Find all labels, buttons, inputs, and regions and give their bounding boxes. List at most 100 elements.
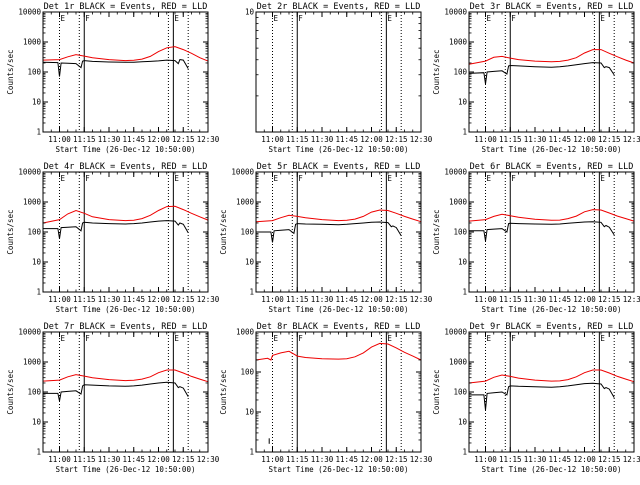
events-series-line: [469, 382, 615, 411]
y-tick-label: 1: [249, 448, 254, 457]
chart-panel-6: Det 6r BLACK = Events, RED = LLD E F E 1 10 10…: [432, 162, 640, 314]
chart-panel-3: Det 3r BLACK = Events, RED = LLD E F E 1 10 10…: [432, 2, 640, 154]
y-tick-label: 1: [36, 288, 41, 297]
marker-letter: E: [487, 174, 492, 183]
lld-series-line: [468, 209, 635, 222]
y-axis-label: Counts/sec: [432, 49, 441, 94]
x-tick-label: 12:00: [360, 295, 383, 304]
x-tick-label: 11:45: [122, 455, 145, 464]
marker-letter: F: [85, 334, 90, 343]
chart-panel-1: Det 1r BLACK = Events, RED = LLD E F E 1 10 10…: [6, 2, 220, 154]
marker-letter: F: [298, 334, 303, 343]
y-axis-label: Counts/sec: [219, 369, 228, 414]
x-tick-label: 11:30: [524, 135, 547, 144]
x-tick-label: 12:15: [385, 135, 408, 144]
marker-letter: E: [600, 174, 605, 183]
marker-letter: E: [487, 334, 492, 343]
x-tick-label: 11:45: [122, 295, 145, 304]
x-tick-label: 11:30: [98, 455, 121, 464]
y-tick-label: 1000: [23, 198, 42, 207]
x-tick-label: 11:00: [474, 455, 497, 464]
marker-letter: E: [600, 334, 605, 343]
x-tick-label: 11:15: [499, 295, 522, 304]
events-series-line: [469, 221, 615, 242]
lld-series-line: [42, 369, 209, 383]
chart-title: Det 6r BLACK = Events, RED = LLD: [470, 162, 634, 172]
x-tick-label: 11:30: [98, 135, 121, 144]
y-tick-label: 10: [32, 258, 42, 267]
y-axis-label: Counts/sec: [6, 209, 15, 254]
x-tick-label: 11:00: [48, 295, 71, 304]
x-axis-label: Start Time (26-Dec-12 10:50:00): [269, 145, 409, 154]
plot-frame: [255, 331, 422, 453]
x-tick-label: 11:30: [311, 135, 334, 144]
events-series-line: [43, 381, 189, 402]
x-tick-label: 11:15: [286, 135, 309, 144]
marker-letter: E: [600, 14, 605, 23]
events-series-line: [42, 59, 189, 77]
x-tick-label: 11:30: [524, 295, 547, 304]
x-axis-label: Start Time (26-Dec-12 10:50:00): [482, 465, 622, 474]
chart-title: Det 7r BLACK = Events, RED = LLD: [44, 322, 208, 332]
chart-title: Det 4r BLACK = Events, RED = LLD: [44, 162, 208, 172]
x-tick-label: 11:45: [335, 135, 358, 144]
x-tick-label: 12:30: [623, 455, 640, 464]
y-tick-label: 1000: [23, 358, 42, 367]
plot-frame: [468, 11, 635, 133]
x-tick-label: 11:45: [548, 295, 571, 304]
y-tick-label: 1000: [449, 198, 468, 207]
y-tick-label: 10000: [18, 168, 41, 177]
y-tick-label: 10000: [18, 8, 41, 17]
y-tick-label: 10000: [444, 8, 467, 17]
y-tick-label: 10: [245, 258, 255, 267]
plot-frame: [255, 171, 422, 293]
marker-letter: E: [61, 334, 66, 343]
x-tick-label: 12:30: [623, 135, 640, 144]
y-tick-label: 100: [27, 228, 41, 237]
plot-frame: [468, 171, 635, 293]
marker-letter: E: [487, 14, 492, 23]
marker-letter: E: [174, 334, 179, 343]
plot-frame: [255, 11, 422, 133]
x-tick-label: 11:15: [73, 135, 96, 144]
y-tick-label: 10: [245, 8, 255, 17]
x-tick-label: 12:15: [385, 295, 408, 304]
marker-letter: F: [85, 174, 90, 183]
x-tick-label: 12:00: [147, 295, 170, 304]
y-tick-label: 1: [462, 128, 467, 137]
x-tick-label: 12:15: [172, 135, 195, 144]
marker-letter: E: [274, 174, 279, 183]
marker-letter: E: [387, 334, 392, 343]
marker-letter: E: [387, 14, 392, 23]
x-tick-label: 12:00: [573, 135, 596, 144]
chart-title: Det 8r BLACK = Events, RED = LLD: [257, 322, 421, 332]
x-tick-label: 11:00: [261, 135, 284, 144]
plot-frame: [42, 11, 209, 133]
x-tick-label: 12:15: [598, 295, 621, 304]
x-tick-label: 11:45: [335, 455, 358, 464]
y-axis-label: Counts/sec: [432, 369, 441, 414]
marker-letter: F: [511, 174, 516, 183]
lld-series-line: [42, 205, 209, 224]
y-tick-label: 10: [32, 98, 42, 107]
events-series-line: [43, 220, 189, 239]
x-tick-label: 11:00: [48, 135, 71, 144]
marker-letter: E: [61, 14, 66, 23]
x-tick-label: 12:00: [573, 295, 596, 304]
y-tick-label: 100: [453, 388, 467, 397]
x-tick-label: 11:45: [548, 455, 571, 464]
y-tick-label: 1: [249, 288, 254, 297]
y-tick-label: 100: [27, 388, 41, 397]
marker-letter: E: [174, 14, 179, 23]
y-axis-label: Counts/sec: [6, 49, 15, 94]
y-tick-label: 100: [240, 228, 254, 237]
marker-letter: E: [274, 14, 279, 23]
y-tick-label: 10000: [231, 168, 254, 177]
x-tick-label: 12:30: [197, 295, 220, 304]
plot-frame: [468, 331, 635, 453]
x-axis-label: Start Time (26-Dec-12 10:50:00): [56, 145, 196, 154]
x-tick-label: 12:00: [147, 455, 170, 464]
chart-panel-4: Det 4r BLACK = Events, RED = LLD E F E 1 10 10…: [6, 162, 220, 314]
x-axis-label: Start Time (26-Dec-12 10:50:00): [269, 465, 409, 474]
